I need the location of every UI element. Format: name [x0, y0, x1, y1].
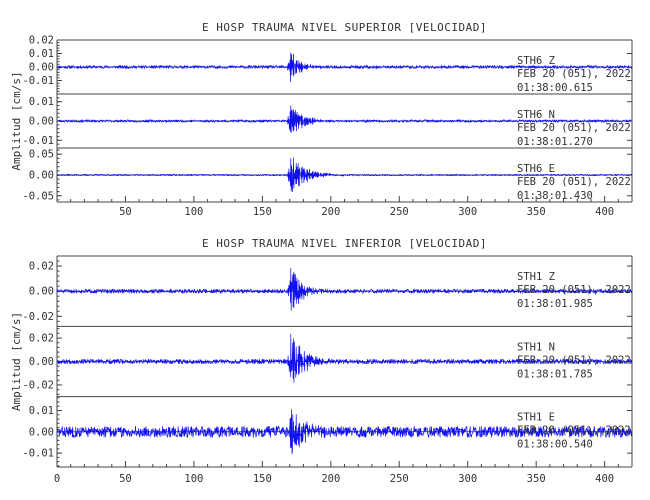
chart-group-2: E HOSP TRAUMA NIVEL INFERIOR [VELOCIDAD]… [10, 237, 633, 485]
chart-group-1: E HOSP TRAUMA NIVEL SUPERIOR [VELOCIDAD]… [10, 21, 633, 218]
y-axis-label: Amplitud [cm/s] [10, 71, 23, 170]
station-label: STH6 Z [517, 55, 555, 67]
x-tick-label: 200 [321, 473, 340, 485]
date-label: FEB 20 (051), 2022 [517, 425, 631, 437]
station-label: STH6 E [517, 163, 555, 175]
x-tick-label: 250 [390, 206, 409, 218]
x-tick-label: 350 [527, 206, 546, 218]
y-tick-label: 0.00 [29, 356, 54, 368]
station-label: STH1 N [517, 341, 555, 353]
date-label: FEB 20 (051), 2022 [517, 176, 631, 188]
time-label: 01:38:01.430 [517, 190, 593, 202]
y-tick-label: 0.00 [29, 62, 54, 74]
y-tick-label: 0.02 [29, 261, 54, 273]
y-tick-label: 0.00 [29, 426, 54, 438]
x-tick-label: 50 [119, 473, 132, 485]
time-label: 01:38:00.540 [517, 439, 593, 451]
station-label: STH1 Z [517, 271, 555, 283]
y-tick-label: -0.05 [22, 190, 54, 202]
y-tick-label: -0.02 [22, 379, 54, 391]
y-tick-label: 0.05 [29, 149, 54, 161]
x-tick-label: 50 [119, 206, 132, 218]
x-tick-label: 100 [184, 206, 203, 218]
waveform-trace [56, 333, 632, 383]
y-tick-label: -0.01 [22, 448, 54, 460]
x-tick-label: 100 [184, 473, 203, 485]
date-label: FEB 20 (051), 2022 [517, 122, 631, 134]
chart-title: E HOSP TRAUMA NIVEL INFERIOR [VELOCIDAD] [202, 237, 487, 250]
time-label: 01:38:01.785 [517, 368, 593, 380]
x-tick-label: 300 [458, 206, 477, 218]
y-tick-label: 0.02 [29, 35, 54, 47]
y-tick-label: 0.01 [29, 48, 54, 60]
y-tick-label: -0.02 [22, 311, 54, 323]
chart-title: E HOSP TRAUMA NIVEL SUPERIOR [VELOCIDAD] [202, 21, 487, 34]
waveform-trace [56, 157, 633, 193]
waveform-trace [56, 52, 633, 83]
y-tick-label: -0.01 [22, 135, 54, 147]
waveform-trace [56, 409, 633, 454]
time-label: 01:38:01.985 [517, 298, 593, 310]
y-tick-label: 0.01 [29, 96, 54, 108]
x-tick-label: 0 [54, 473, 60, 485]
y-tick-label: 0.00 [29, 116, 54, 128]
x-tick-label: 350 [527, 473, 546, 485]
waveform-trace [56, 105, 633, 133]
y-axis-label: Amplitud [cm/s] [10, 312, 23, 411]
x-tick-label: 400 [595, 206, 614, 218]
y-tick-label: 0.01 [29, 405, 54, 417]
y-tick-label: 0.00 [29, 286, 54, 298]
waveform-trace [56, 267, 633, 311]
x-tick-label: 200 [321, 206, 340, 218]
x-tick-label: 400 [595, 473, 614, 485]
x-tick-label: 300 [458, 473, 477, 485]
y-tick-label: 0.00 [29, 170, 54, 182]
station-label: STH6 N [517, 109, 555, 121]
date-label: FEB 20 (051), 2022 [517, 68, 631, 80]
time-label: 01:38:00.615 [517, 82, 593, 94]
station-label: STH1 E [517, 412, 555, 424]
date-label: FEB 20 (051), 2022 [517, 354, 631, 366]
y-tick-label: -0.01 [22, 75, 54, 87]
date-label: FEB 20 (051), 2022 [517, 284, 631, 296]
time-label: 01:38:01.270 [517, 136, 593, 148]
x-tick-label: 150 [253, 473, 272, 485]
x-tick-label: 150 [253, 206, 272, 218]
x-tick-label: 250 [390, 473, 409, 485]
y-tick-label: 0.02 [29, 333, 54, 345]
